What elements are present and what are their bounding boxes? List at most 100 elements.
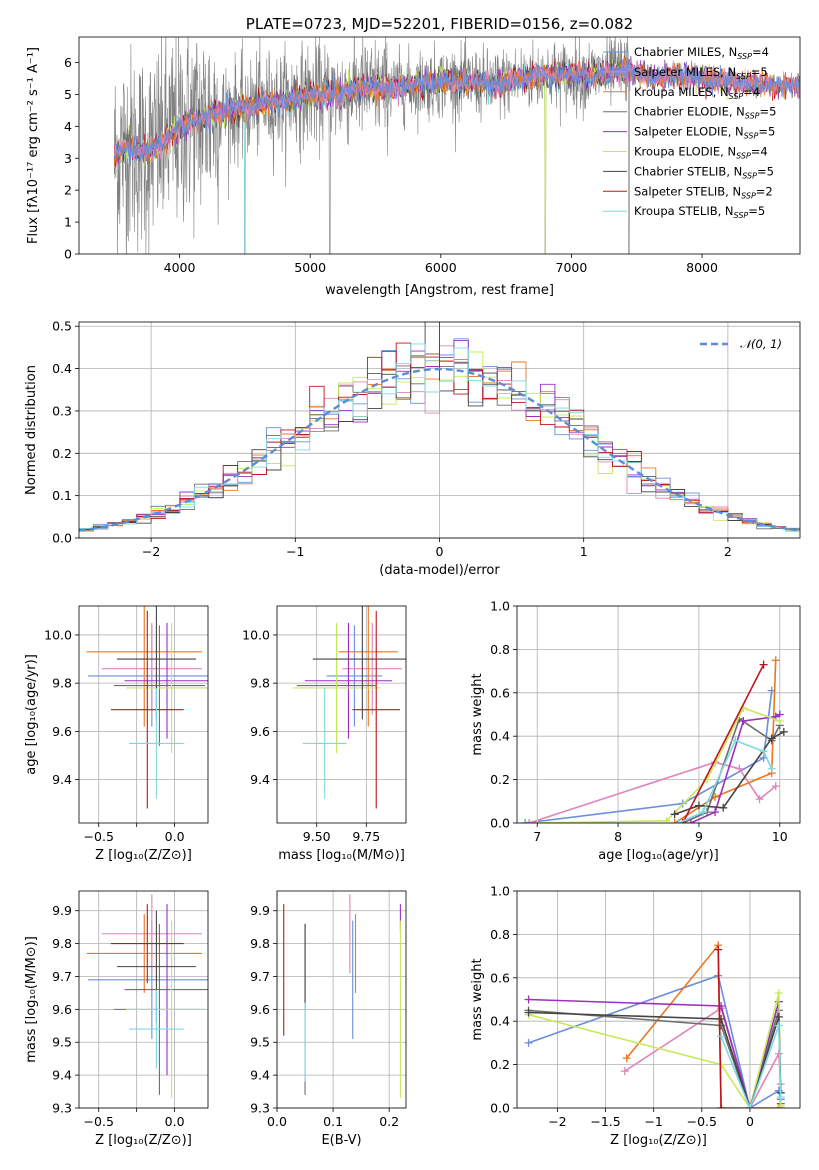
errorbar-salpeter-stelib [352, 610, 401, 809]
grid [277, 606, 406, 823]
x-tick-label: 9.75 [352, 829, 380, 844]
mass-weight-line-chabrier-elodie [682, 717, 781, 823]
x-tick-label: −2 [548, 1114, 566, 1129]
age-vs-metallicity-panel: −0.5 0.0 9.4 9.6 9.8 10.0 Z [log₁₀(Z/Z⊙)] age [… [24, 605, 209, 863]
mass-weight-marker-kroupa-stelib [674, 819, 683, 823]
x-tick-label: 0.0 [165, 1114, 185, 1129]
y-tick-label: 9.6 [250, 724, 270, 739]
mass-weight-marker-salpeter-miles [771, 782, 780, 791]
y-tick-label: 0.0 [490, 1101, 510, 1116]
mass-weight-marker-kroupa-stelib [759, 747, 768, 756]
x-tick-label: 0.2 [379, 1114, 399, 1129]
y-axis-label: age [log₁₀(age/yr)] [24, 654, 39, 775]
x-tick-label: 7 [533, 829, 541, 844]
y-tick-label: 10.0 [242, 627, 270, 642]
mass-weight-marker-chabrier-stelib [719, 803, 728, 812]
plot-area [79, 322, 800, 532]
y-tick-label: 9.4 [52, 1068, 72, 1083]
y-tick-label: 0 [64, 247, 72, 262]
errorbar-salpeter-elodie [124, 904, 208, 1076]
x-tick-label: 0.0 [267, 1114, 287, 1129]
legend: 𝒩(0, 1) [700, 337, 782, 351]
axes-frame [516, 890, 801, 1109]
mass-weight-line-chabrier-miles [525, 690, 773, 823]
mass-weight-line-chabrier-stelib [528, 1011, 782, 1108]
y-axis-label: mass weight [470, 673, 485, 755]
y-tick-label: 9.5 [52, 1035, 72, 1050]
mass-weight-marker-kroupa-miles [622, 1054, 631, 1063]
legend-label-salpeter-stelib: Salpeter STELIB, NSSP=2 [634, 184, 773, 200]
mass-weight-line-chabrier-stelib [674, 731, 785, 816]
y-tick-label: 0.0 [490, 816, 510, 831]
plot-area [86, 606, 208, 809]
y-axis-label: mass [log₁₀(M/M⊙)] [24, 936, 39, 1063]
y-axis-label: Flux [fλ10⁻¹⁷ erg cm⁻² s⁻¹ A⁻¹] [26, 47, 41, 244]
mass-weight-marker-chabrier-stelib [767, 734, 776, 743]
mass-weight-vs-age-panel: 7 8 9 10 0.0 0.2 0.4 0.6 0.8 1.0 age [log₁₀(age/yr… [470, 599, 801, 863]
y-tick-label: 9.4 [250, 772, 270, 787]
x-tick-label: 9 [695, 829, 703, 844]
mass-weight-line-kroupa-stelib [720, 1025, 782, 1108]
mass-weight-marker-chabrier-miles [521, 819, 530, 823]
y-tick-label: 10.0 [44, 627, 72, 642]
y-tick-label: 9.6 [52, 724, 72, 739]
y-tick-label: 0.6 [490, 685, 510, 700]
y-tick-label: 0.2 [490, 1057, 510, 1072]
x-tick-label: 5000 [294, 260, 326, 275]
mass-weight-line-kroupa-miles [626, 943, 779, 1108]
errorbar-salpeter-stelib [110, 904, 184, 984]
errorbar-salpeter-miles [101, 622, 202, 715]
mass-weight-marker-kroupa-stelib [776, 1093, 785, 1102]
y-tick-label: 9.8 [250, 676, 270, 691]
mass-weight-marker-salpeter-miles [620, 1067, 629, 1076]
y-tick-label: 9.8 [250, 936, 270, 951]
x-axis-label: age [log₁₀(age/yr)] [598, 848, 719, 863]
legend-label-kroupa-elodie: Kroupa ELODIE, NSSP=4 [634, 145, 768, 161]
y-tick-label: 3 [64, 151, 72, 166]
mass-weight-marker-kroupa-miles [771, 656, 780, 665]
y-tick-label: 5 [64, 87, 72, 102]
plot-area [521, 656, 788, 823]
errorbar-kroupa-elodie [126, 920, 208, 1099]
mass-weight-marker-chabrier-stelib [779, 727, 788, 736]
mass-vs-ebv-panel: 0.0 0.1 0.2 9.3 9.4 9.5 9.6 9.7 9.8 9.9 E(B-V) [250, 890, 407, 1148]
x-tick-label: −0.5 [687, 1114, 717, 1129]
mass-weight-marker-salpeter-stelib [714, 945, 723, 954]
mass-weight-marker-chabrier-stelib [694, 801, 703, 810]
y-tick-label: 1 [64, 215, 72, 230]
x-tick-label: −0.5 [84, 829, 114, 844]
y-tick-label: 4 [64, 119, 72, 134]
ticks: −2 −1 0 1 2 0.0 0.1 0.2 0.3 0.4 0.5 [52, 319, 732, 559]
x-axis-label: Z [log₁₀(Z/Z⊙)] [95, 1133, 192, 1148]
x-axis-label: E(B-V) [321, 1133, 361, 1148]
legend-label-salpeter-elodie: Salpeter ELODIE, NSSP=5 [634, 125, 775, 141]
x-axis-label: Z [log₁₀(Z/Z⊙)] [610, 1133, 707, 1148]
mass-weight-marker-kroupa-elodie [776, 1101, 785, 1108]
mass-weight-marker-kroupa-stelib [717, 1032, 726, 1041]
legend-label-chabrier-stelib: Chabrier STELIB, NSSP=5 [634, 164, 774, 180]
mass-weight-marker-salpeter-elodie [524, 995, 533, 1004]
y-tick-label: 9.8 [52, 936, 72, 951]
mass-weight-marker-chabrier-stelib [774, 1012, 783, 1021]
x-tick-label: 8000 [686, 260, 718, 275]
y-tick-label: 9.3 [250, 1101, 270, 1116]
y-tick-label: 0.8 [490, 927, 510, 942]
grid [79, 891, 208, 1109]
legend-label-salpeter-miles: Salpeter MILES, NSSP=5 [634, 65, 768, 81]
chart-title: PLATE=0723, MJD=52201, FIBERID=0156, z=0… [246, 15, 633, 33]
errorbar-kroupa-miles [86, 606, 202, 727]
mass-weight-marker-kroupa-elodie [662, 816, 671, 823]
mass-weight-marker-chabrier-stelib [717, 1015, 726, 1024]
ticks: 7 8 9 10 0.0 0.2 0.4 0.6 0.8 1.0 [490, 599, 788, 845]
observed-spectrum [114, 37, 631, 254]
legend-label-normal: 𝒩(0, 1) [740, 337, 782, 351]
axes-frame [276, 605, 407, 824]
axes-frame [516, 605, 801, 824]
ticks: 4000 5000 6000 7000 8000 0 1 2 3 4 5 6 [64, 55, 718, 275]
y-tick-label: 9.7 [250, 969, 270, 984]
errorbar-salpeter-elodie [124, 622, 208, 739]
mass-weight-marker-salpeter-stelib [759, 660, 768, 669]
plot-area [86, 894, 208, 1099]
x-tick-label: 9.50 [303, 829, 331, 844]
mass-weight-marker-kroupa-stelib [774, 1021, 783, 1030]
